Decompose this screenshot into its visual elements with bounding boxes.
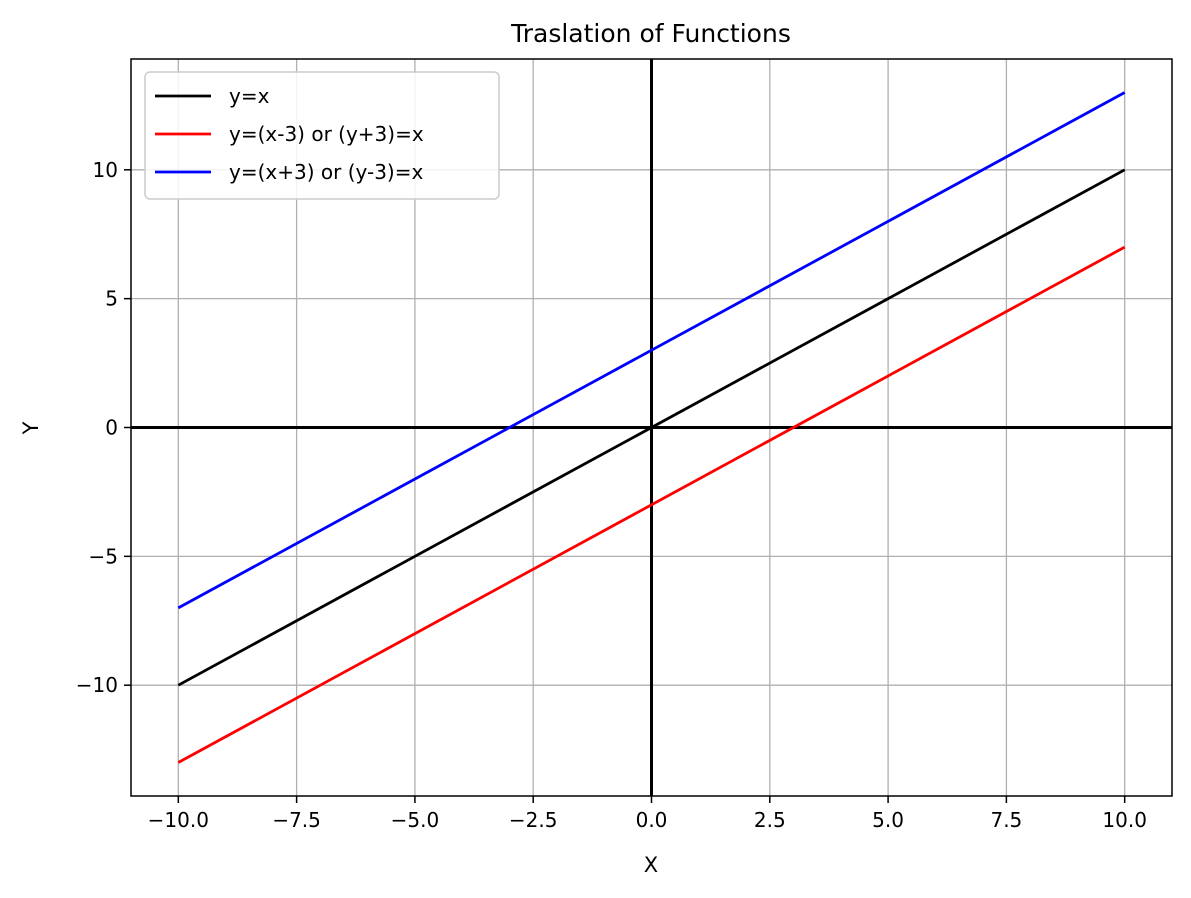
- y-axis-label: Y: [19, 421, 43, 435]
- x-tick-label: 5.0: [872, 808, 904, 832]
- series-line-3: [177, 91, 1126, 610]
- x-tick-label: 10.0: [1102, 808, 1147, 832]
- y-axis-ticks: −10 −5 0 5 10: [76, 158, 131, 697]
- x-tick-label: −10.0: [148, 808, 209, 832]
- y-tick-label: 5: [105, 287, 118, 311]
- series-line-2: [177, 245, 1126, 764]
- x-tick-label: 7.5: [990, 808, 1022, 832]
- y-tick-label: −10: [76, 673, 118, 697]
- legend-box: [144, 71, 500, 200]
- y-tick-label: −5: [89, 544, 118, 568]
- y-tick-label: 0: [105, 416, 118, 440]
- legend-label-3: y=(x+3) or (y-3)=x: [229, 160, 423, 184]
- chart-title: Traslation of Functions: [510, 19, 791, 48]
- y-tick-label: 10: [93, 158, 118, 182]
- legend-label-2: y=(x-3) or (y+3)=x: [229, 122, 424, 146]
- legend-label-1: y=x: [229, 84, 270, 108]
- x-tick-label: 0.0: [636, 808, 668, 832]
- series-lines: [177, 91, 1126, 764]
- x-tick-label: −7.5: [272, 808, 321, 832]
- x-tick-label: −5.0: [391, 808, 440, 832]
- series-line-1: [177, 168, 1126, 687]
- x-axis-label: X: [644, 853, 658, 877]
- legend: y=x y=(x-3) or (y+3)=x y=(x+3) or (y-3)=x: [144, 71, 500, 200]
- x-tick-label: 2.5: [754, 808, 786, 832]
- x-tick-label: −2.5: [509, 808, 558, 832]
- x-axis-ticks: −10.0 −7.5 −5.0 −2.5 0.0 2.5 5.0 7.5 10.0: [148, 796, 1147, 832]
